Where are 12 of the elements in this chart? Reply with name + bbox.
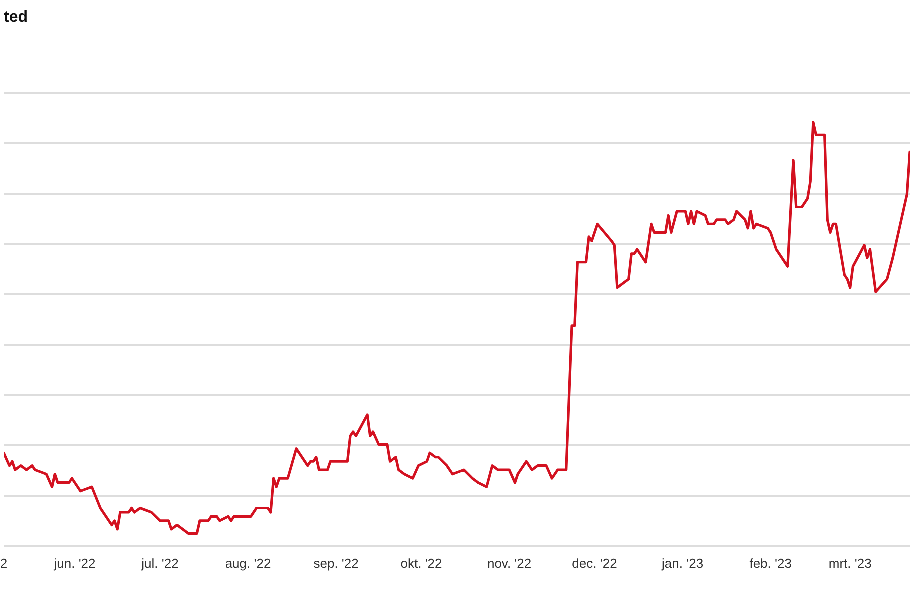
x-tick-label: okt. '22 bbox=[400, 556, 442, 571]
x-tick-label: 2 bbox=[0, 556, 8, 571]
x-tick-label: nov. '22 bbox=[487, 556, 532, 571]
x-tick-label: dec. '22 bbox=[572, 556, 618, 571]
x-tick-label: jan. '23 bbox=[661, 556, 704, 571]
x-tick-label: feb. '23 bbox=[750, 556, 792, 571]
x-tick-label: mrt. '23 bbox=[828, 556, 872, 571]
chart-title: ted bbox=[4, 9, 28, 26]
x-tick-label: jun. '22 bbox=[53, 556, 96, 571]
x-tick-label: sep. '22 bbox=[314, 556, 359, 571]
x-tick-label: jul. '22 bbox=[140, 556, 179, 571]
x-tick-label: aug. '22 bbox=[225, 556, 272, 571]
